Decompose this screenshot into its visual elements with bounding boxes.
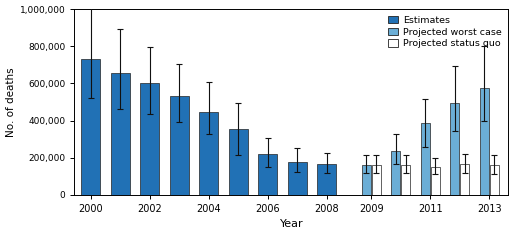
Bar — [362, 165, 371, 195]
Bar — [401, 165, 410, 195]
Bar — [490, 165, 499, 195]
Bar — [140, 83, 159, 195]
Bar — [431, 167, 439, 195]
Bar — [372, 165, 381, 195]
Text: §: § — [0, 234, 1, 235]
Bar — [111, 73, 130, 195]
Bar — [461, 164, 469, 195]
Bar — [317, 164, 337, 195]
Bar — [421, 123, 430, 195]
Bar — [258, 154, 278, 195]
Bar — [81, 59, 100, 195]
Bar — [391, 151, 400, 195]
Y-axis label: No. of deaths: No. of deaths — [6, 67, 15, 137]
Legend: Estimates, Projected worst case, Projected status quo: Estimates, Projected worst case, Project… — [386, 14, 504, 50]
Bar — [170, 96, 189, 195]
X-axis label: Year: Year — [280, 219, 303, 229]
Bar — [450, 103, 459, 195]
Bar — [229, 129, 248, 195]
Bar — [199, 112, 218, 195]
Bar — [288, 162, 307, 195]
Bar — [480, 88, 489, 195]
